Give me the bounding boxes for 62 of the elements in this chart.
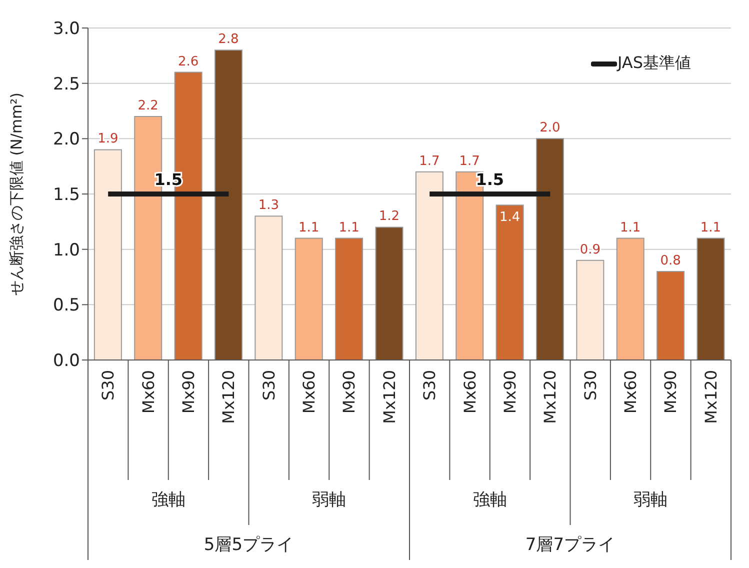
y-tick-label: 2.0 bbox=[52, 130, 80, 150]
x-tick-label: S30 bbox=[420, 370, 440, 401]
data-label: 1.1 bbox=[620, 220, 641, 236]
data-label: 1.5 bbox=[476, 170, 504, 189]
bar bbox=[254, 216, 283, 360]
data-label: 1.1 bbox=[338, 220, 360, 236]
bar bbox=[656, 270, 685, 360]
data-label: 1.7 bbox=[459, 154, 480, 169]
data-label: 1.5 bbox=[154, 170, 183, 189]
data-label: 1.3 bbox=[258, 198, 280, 214]
bar bbox=[335, 238, 364, 360]
bar bbox=[576, 260, 604, 360]
x-tick-label: Mx60 bbox=[460, 370, 480, 414]
x-tick-label: S30 bbox=[580, 370, 600, 401]
y-tick-label: 1.0 bbox=[52, 240, 80, 260]
y-axis-title: せん断強さの下限値 (N/mm²) bbox=[7, 92, 26, 296]
x-tick-label: Mx90 bbox=[500, 370, 520, 414]
y-tick-label: 2.5 bbox=[52, 74, 80, 94]
text: 強軸 bbox=[151, 490, 186, 510]
bar bbox=[214, 50, 242, 360]
x-tick-label: Mx90 bbox=[178, 370, 198, 414]
bar bbox=[616, 238, 644, 360]
bar bbox=[496, 204, 524, 360]
x-tick-label: Mx60 bbox=[621, 370, 640, 414]
y-tick-label: 0.0 bbox=[52, 351, 80, 372]
data-label: 0.8 bbox=[660, 253, 681, 268]
data-label: 1.1 bbox=[298, 220, 320, 236]
text: 弱軸 bbox=[312, 490, 346, 510]
bar bbox=[294, 238, 323, 360]
data-label: 2.2 bbox=[138, 98, 158, 114]
text: 弱軸 bbox=[634, 490, 668, 510]
bar bbox=[415, 171, 444, 360]
data-label: 2.0 bbox=[540, 120, 560, 136]
y-tick-label: 1.5 bbox=[52, 185, 80, 206]
x-tick-label: Mx90 bbox=[340, 370, 359, 414]
data-label: 1.9 bbox=[98, 132, 118, 147]
x-tick-label: Mx60 bbox=[138, 370, 158, 414]
x-tick-label: S30 bbox=[259, 370, 278, 401]
data-label: 1.7 bbox=[419, 154, 440, 169]
data-label: 1.4 bbox=[499, 210, 520, 226]
bar bbox=[375, 226, 404, 360]
bar bbox=[536, 138, 564, 360]
x-tick-label: S30 bbox=[98, 370, 118, 401]
x-tick-label: Mx120 bbox=[701, 370, 720, 424]
data-label: 1.1 bbox=[700, 220, 722, 236]
x-tick-label: Mx120 bbox=[540, 370, 560, 424]
x-tick-label: Mx90 bbox=[661, 370, 680, 414]
data-label: 1.2 bbox=[378, 209, 400, 224]
data-label: 2.6 bbox=[178, 54, 199, 70]
data-label: 2.8 bbox=[218, 32, 239, 48]
text: 7層7プライ bbox=[525, 535, 616, 555]
x-tick-label: Mx120 bbox=[219, 370, 238, 424]
bar bbox=[696, 238, 725, 360]
bar bbox=[94, 149, 122, 360]
x-tick-label: Mx60 bbox=[300, 370, 319, 414]
text: 5層5プライ bbox=[204, 535, 294, 555]
y-tick-label: 3.0 bbox=[52, 19, 80, 40]
legend-label: JAS基準値 bbox=[617, 53, 691, 74]
x-tick-label: Mx120 bbox=[380, 370, 399, 424]
data-label: 0.9 bbox=[580, 242, 601, 258]
text: 強軸 bbox=[472, 490, 507, 510]
y-tick-label: 0.5 bbox=[52, 296, 80, 316]
